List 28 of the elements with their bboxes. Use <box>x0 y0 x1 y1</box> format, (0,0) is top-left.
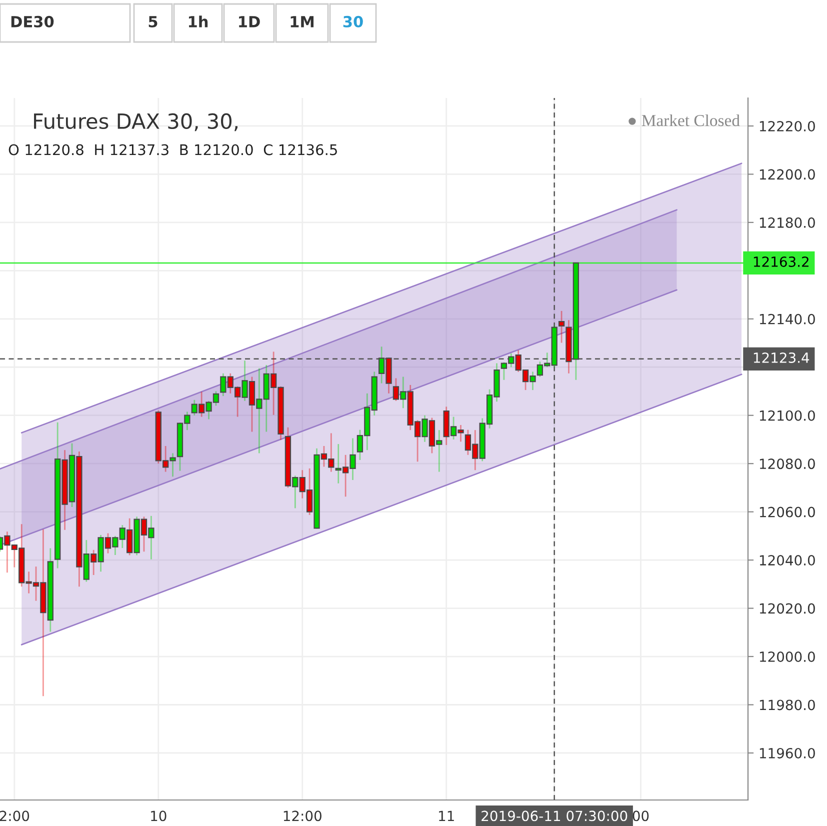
text: O 12120.8 H 12137.3 B 12120.0 C 12136.5 <box>8 144 337 156</box>
y-tick-label: 11960.0 <box>760 748 815 758</box>
y-tick-label: 12100.0 <box>760 410 815 421</box>
text: 1M <box>290 16 314 28</box>
text: 1D <box>239 16 260 28</box>
y-tick-label: 12220.0 <box>760 120 815 132</box>
x-tick-label: 2019-06-11 07:30:00 <box>482 810 628 822</box>
x-tick-label: 11 <box>439 810 454 821</box>
y-tick-label: 12060.0 <box>760 506 815 518</box>
y-tick-label: 11980.0 <box>760 700 815 710</box>
text: Futures DAX 30, 30, <box>34 113 238 132</box>
x-tick-label: 10 <box>151 810 166 822</box>
x-tick-label: 12:00 <box>284 810 322 822</box>
y-tick-label: 12000.0 <box>760 651 815 662</box>
ref-line-label: 12163.2 <box>754 256 808 267</box>
y-tick-label: 12180.0 <box>760 217 815 228</box>
y-tick-label: 12080.0 <box>760 458 815 470</box>
y-tick-label: 12200.0 <box>760 169 815 180</box>
text: 5 <box>148 16 158 28</box>
text: 1h <box>188 16 208 28</box>
y-tick-label: 12140.0 <box>760 314 815 324</box>
x-tick-label: 2:00 <box>0 810 30 822</box>
y-tick-label: 12020.0 <box>760 603 815 614</box>
ref-line-label: 12123.4 <box>754 352 810 363</box>
y-tick-label: 12040.0 <box>760 555 815 566</box>
text: 30 <box>343 16 363 28</box>
text: DE30 <box>11 16 54 28</box>
annotation: ● Market Closed <box>628 114 740 126</box>
